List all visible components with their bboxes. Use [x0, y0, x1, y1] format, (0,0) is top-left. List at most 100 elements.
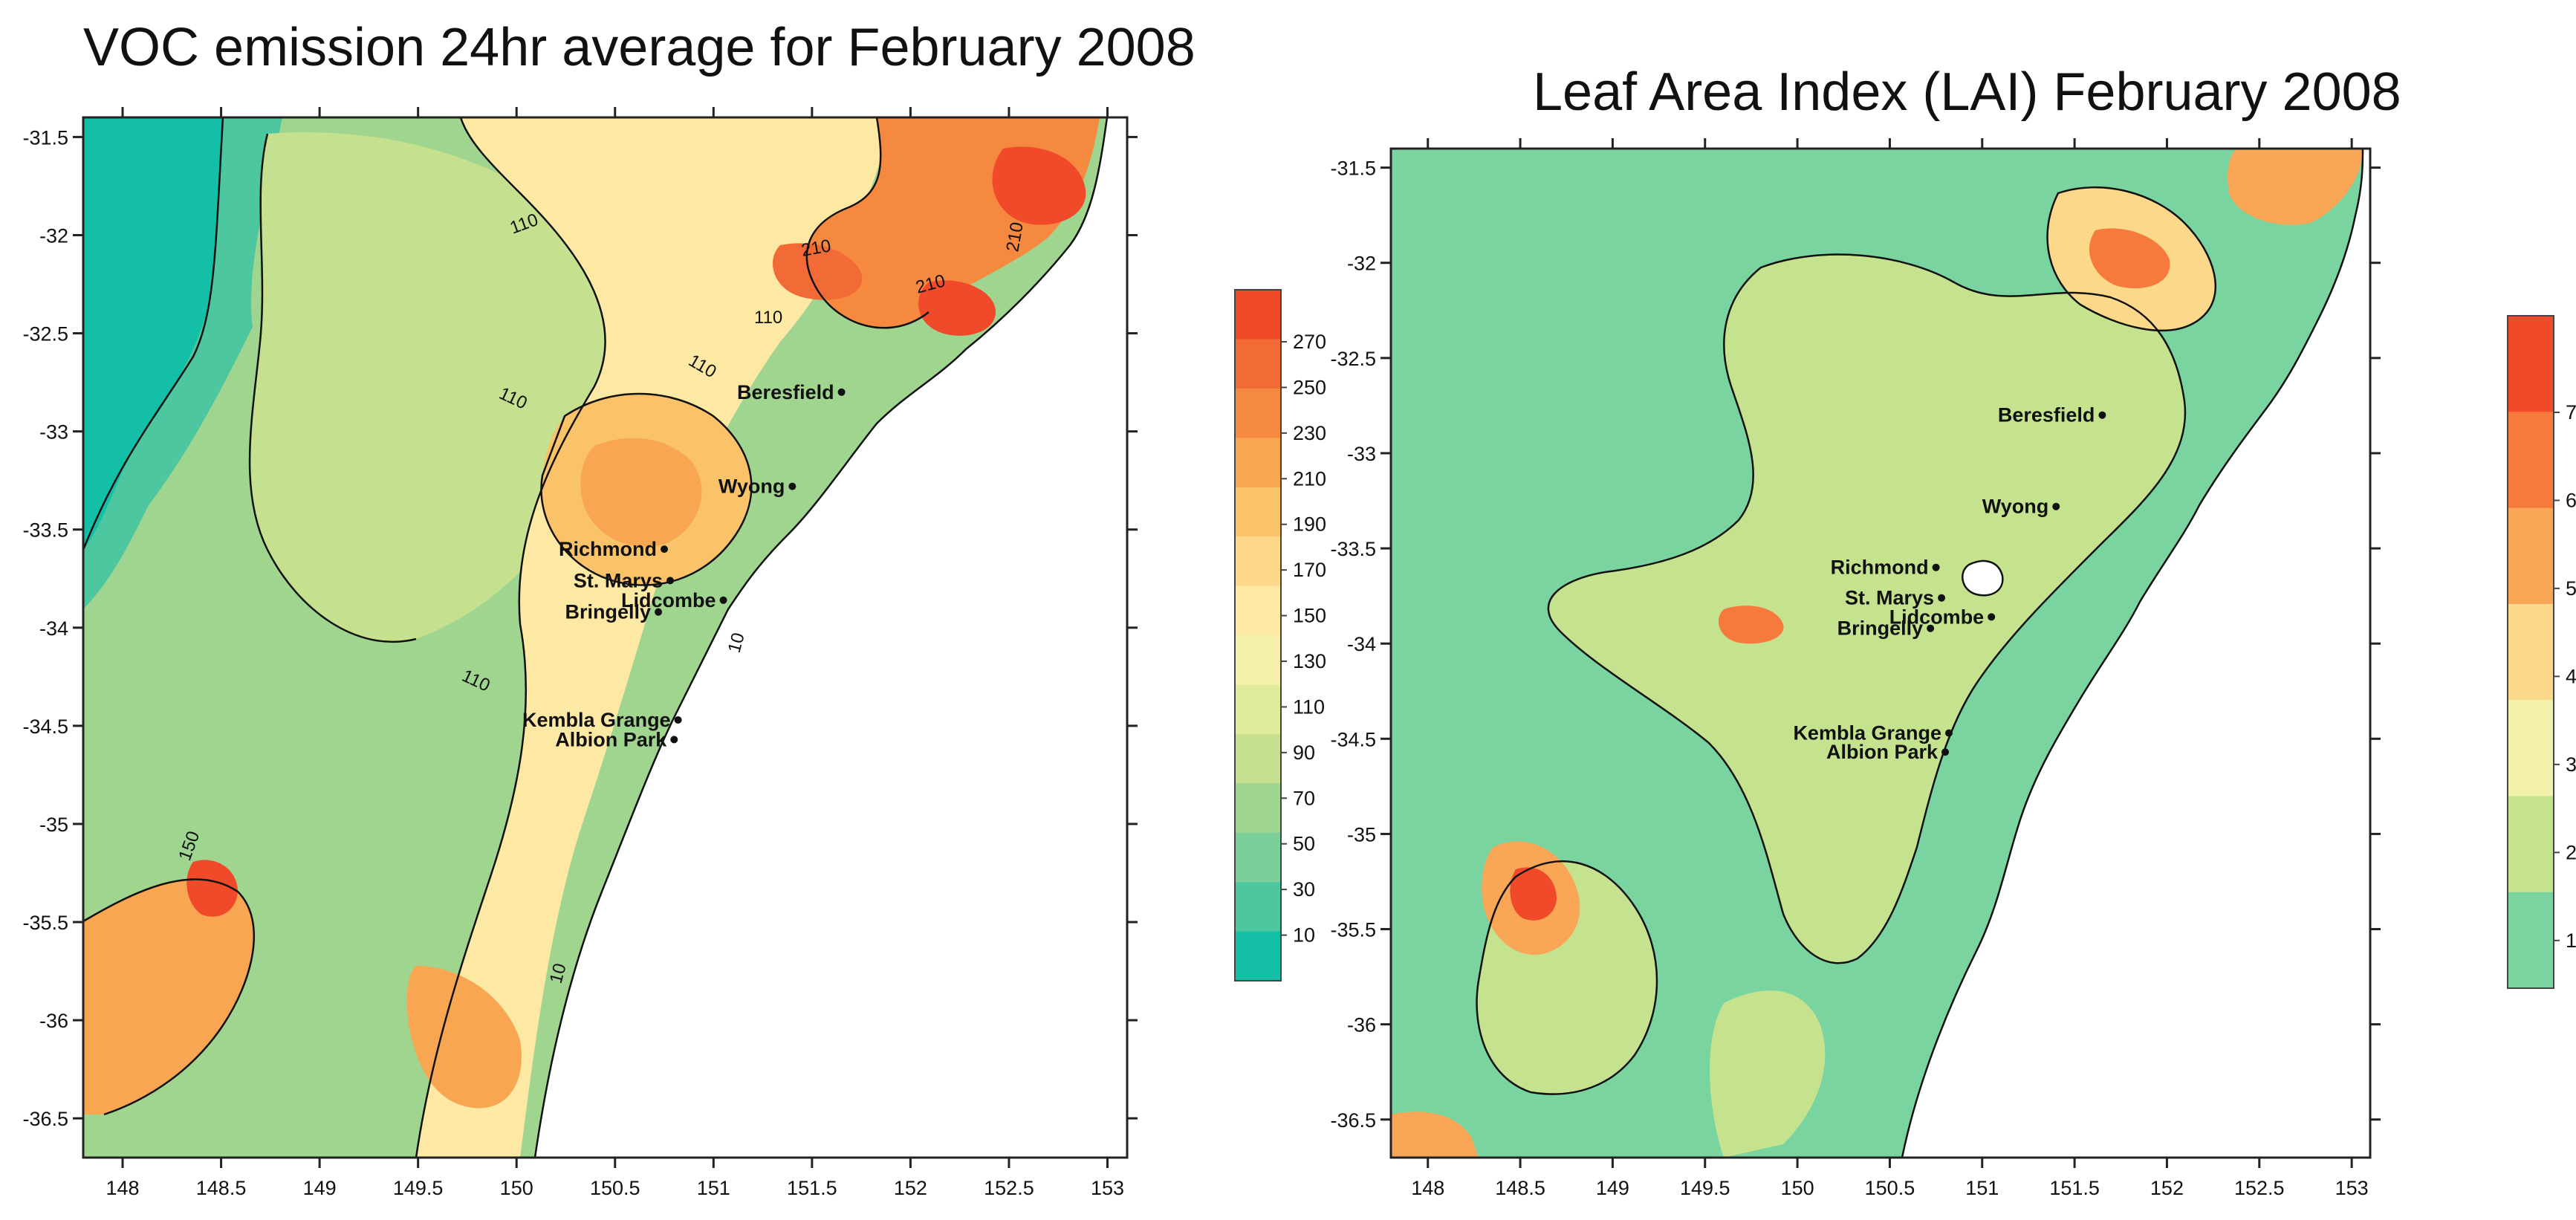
- voc-city-markers: Beresfield Wyong Richmond St. MarysLidcombe…: [522, 381, 846, 750]
- y-tick-label: -35.5: [22, 912, 68, 934]
- colorbar-label: 270: [1293, 331, 1326, 353]
- y-tick-label: -34: [1347, 633, 1376, 655]
- voc-contour-line: [83, 878, 256, 1116]
- voc-hotspot-southwest: [83, 879, 254, 1114]
- lai-city-markers: Beresfield Wyong Richmond St. MarysLidcombe…: [1793, 404, 2106, 763]
- lai-southcorner-hotspot: [1391, 1112, 1479, 1158]
- city-marker-dot: [661, 545, 669, 554]
- lai-northeast-corner: [2228, 149, 2363, 225]
- x-tick-label: 152: [894, 1177, 927, 1199]
- voc-hotspot-ne-third: [918, 280, 996, 336]
- y-tick-label: -34.5: [22, 716, 68, 738]
- x-tick-label: 150: [500, 1177, 533, 1199]
- colorbar-label: 10: [1293, 924, 1315, 947]
- x-tick-label: 149.5: [393, 1177, 444, 1199]
- colorbar-label: 2: [2566, 841, 2576, 863]
- city-marker-dot: [2098, 411, 2106, 419]
- x-tick-label: 152.5: [2234, 1177, 2285, 1199]
- city-label: Kembla Grange: [1793, 722, 1941, 744]
- city-marker-dot: [1927, 624, 1935, 632]
- y-tick-label: -32.5: [1330, 348, 1376, 370]
- city-label: Wyong: [718, 476, 785, 498]
- y-tick-label: -34: [39, 617, 68, 640]
- voc-hotspot-ne-second: [773, 243, 863, 300]
- colorbar-swatch: [1235, 635, 1281, 685]
- colorbar-swatch: [1235, 783, 1281, 834]
- city-marker-dot: [2052, 502, 2060, 510]
- y-tick-label: -36.5: [1330, 1109, 1376, 1132]
- voc-coastal-yellow-belt: [416, 117, 892, 1158]
- colorbar-swatch: [2508, 796, 2554, 893]
- lai-contour-line: [1476, 860, 1658, 1095]
- colorbar-swatch: [2508, 507, 2554, 605]
- city-marker-dot: [719, 596, 727, 604]
- lai-central-region: [1548, 254, 2185, 964]
- colorbar-label: 3: [2566, 753, 2576, 776]
- city-label: Richmond: [1831, 557, 1929, 579]
- voc-contour-line: [83, 117, 224, 551]
- colorbar-swatch: [1235, 536, 1281, 587]
- colorbar-label: 1: [2566, 929, 2576, 952]
- voc-hotspot-sydney-core: [580, 438, 702, 547]
- city-marker-dot: [666, 577, 674, 585]
- x-tick-label: 151.5: [2049, 1177, 2100, 1199]
- x-tick-label: 151: [1965, 1177, 1999, 1199]
- lai-coastline: [1901, 149, 2364, 1158]
- x-tick-label: 153: [1091, 1177, 1124, 1199]
- voc-plot-frame: [82, 116, 1129, 1159]
- y-tick-label: -32: [39, 224, 68, 247]
- x-tick-label: 153: [2335, 1177, 2369, 1199]
- colorbar-label: 5: [2566, 577, 2576, 600]
- colorbar-swatch: [1235, 339, 1281, 389]
- x-tick-label: 151: [697, 1177, 730, 1199]
- colorbar-label: 190: [1293, 513, 1326, 536]
- colorbar-label: 110: [1293, 695, 1325, 718]
- lai-west-small-hotspot: [1718, 606, 1784, 644]
- colorbar-label: 70: [1293, 787, 1315, 809]
- lai-contour-line: [2046, 186, 2216, 332]
- colorbar-label: 170: [1293, 559, 1326, 581]
- colorbar-label: 6: [2566, 489, 2576, 511]
- city-marker-dot: [1945, 729, 1953, 737]
- colorbar-label: 50: [1293, 833, 1315, 855]
- lai-map: Leaf Area Index (LAI) February 2008: [1330, 62, 2401, 1199]
- city-label: Wyong: [1982, 496, 2049, 518]
- y-tick-label: -31.5: [1330, 158, 1376, 180]
- colorbar-frame: [1234, 289, 1282, 981]
- lai-lake: [1962, 559, 2004, 597]
- voc-map-plot-area: [83, 117, 1127, 1158]
- colorbar-label: 30: [1293, 878, 1315, 901]
- city-label: Lidcombe: [1889, 606, 1985, 628]
- colorbar-label: 250: [1293, 376, 1326, 398]
- city-marker-dot: [1938, 594, 1946, 602]
- city-label: Bringelly: [565, 601, 652, 623]
- colorbar-swatch: [1235, 931, 1281, 981]
- y-tick-label: -33.5: [1330, 538, 1376, 560]
- voc-hotspot-southwest-core: [186, 860, 238, 917]
- colorbar-label: 130: [1293, 650, 1326, 672]
- voc-low-west-region: [83, 117, 245, 565]
- city-label: Richmond: [559, 538, 657, 560]
- voc-contour-line: [805, 117, 929, 329]
- x-tick-label: 148: [1411, 1177, 1444, 1199]
- city-label: Kembla Grange: [522, 709, 671, 731]
- city-label: St. Marys: [574, 569, 663, 591]
- lai-colorbar: 7 6 5 4 3 2 1: [2507, 315, 2576, 989]
- colorbar-swatch: [2508, 316, 2554, 412]
- y-tick-label: -36.5: [22, 1108, 68, 1130]
- y-tick-label: -35.5: [1330, 919, 1376, 941]
- city-label: Beresfield: [1998, 404, 2095, 426]
- lai-map-plot-area: [1391, 149, 2370, 1158]
- y-tick-label: -33: [39, 421, 68, 444]
- colorbar-swatch: [2508, 603, 2554, 701]
- y-tick-label: -32: [1347, 253, 1376, 275]
- y-tick-label: -34.5: [1330, 728, 1376, 750]
- lai-southwest-hotspot-core: [1510, 867, 1557, 921]
- x-tick-label: 150.5: [1865, 1177, 1915, 1199]
- colorbar-label: 230: [1293, 422, 1326, 444]
- colorbar-swatch: [1235, 290, 1281, 340]
- lai-contour-line: [1547, 253, 2187, 964]
- voc-contour-label: 110: [754, 308, 782, 328]
- voc-map: VOC emission 24hr average for February 2…: [22, 18, 1195, 1199]
- y-tick-label: -35: [39, 814, 68, 836]
